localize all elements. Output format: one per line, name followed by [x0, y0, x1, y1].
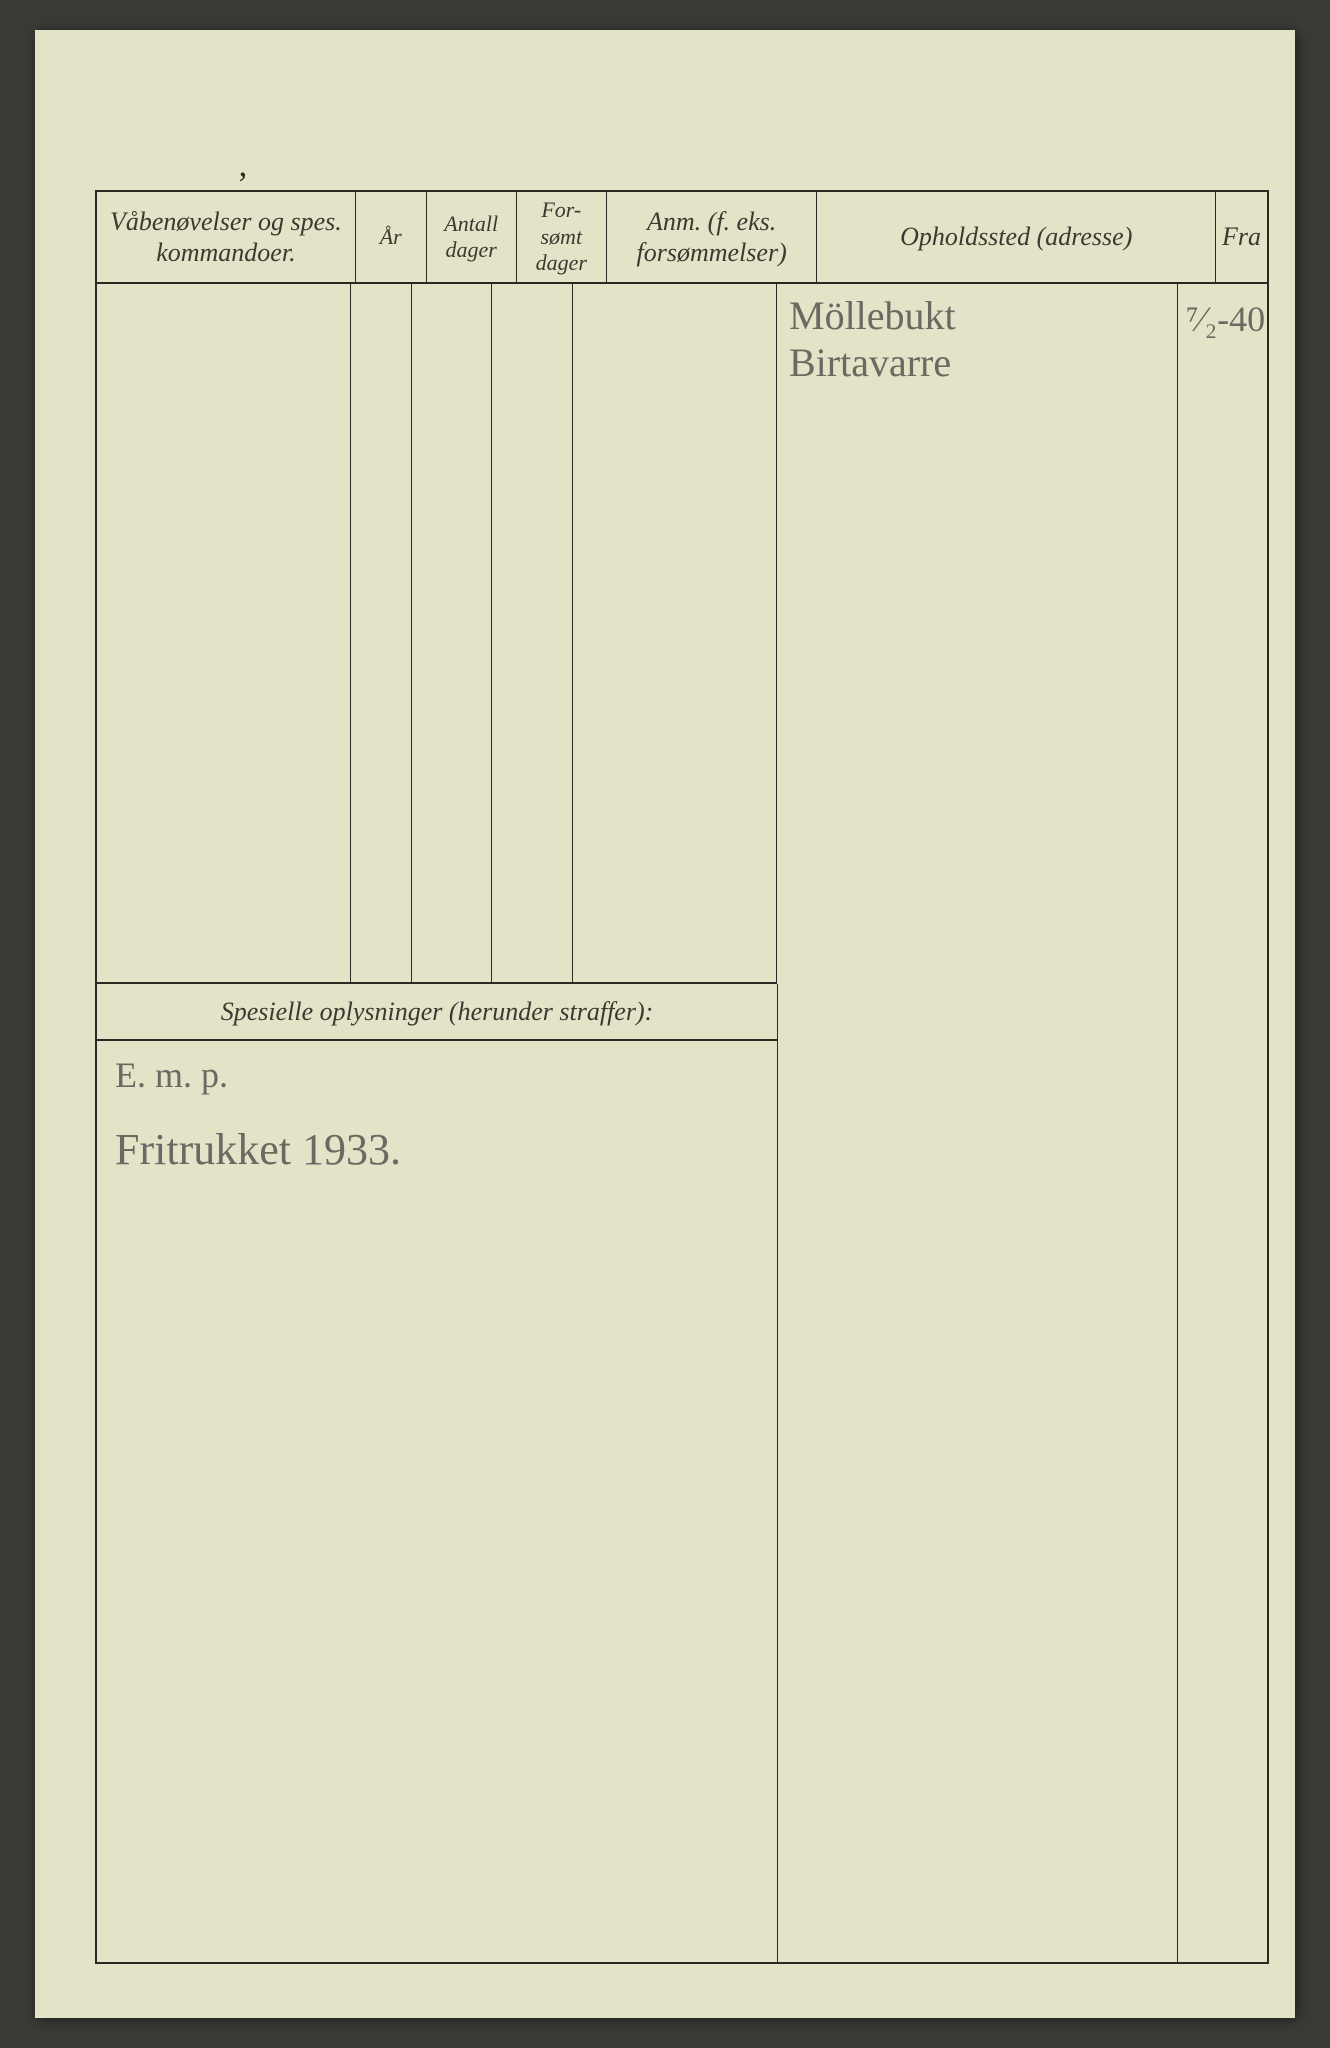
header-antall-dager: Antall dager: [427, 192, 517, 282]
handwritten-address-line1: Möllebukt: [789, 292, 956, 339]
document-page: ʼ Våbenøvelser og spes. kommandoer. År A…: [35, 30, 1295, 2018]
col-forsomt-body: [492, 284, 572, 982]
col-anm-body: [573, 284, 778, 982]
handwritten-address-line2: Birtavarre: [789, 339, 951, 386]
spesielle-label: Spesielle oplysninger (herunder straffer…: [221, 997, 654, 1027]
header-anm: Anm. (f. eks. forsømmelser): [607, 192, 818, 282]
col-vaben-body: [97, 284, 351, 982]
lower-left-area: [97, 1039, 778, 1964]
col-fra-body: ⁷⁄₂-40: [1178, 284, 1267, 1964]
header-aar: År: [356, 192, 427, 282]
col-aar-body: [351, 284, 412, 982]
form-body: Spesielle oplysninger (herunder straffer…: [97, 284, 1267, 1964]
handwritten-note-line2: Fritrukket 1933.: [115, 1124, 401, 1175]
header-fra: Fra: [1216, 192, 1267, 282]
table-header-row: Våbenøvelser og spes. kommandoer. År Ant…: [97, 192, 1267, 284]
header-vaben: Våbenøvelser og spes. kommandoer.: [97, 192, 356, 282]
spesielle-heading: Spesielle oplysninger (herunder straffer…: [97, 984, 778, 1041]
stray-mark: ʼ: [237, 166, 248, 204]
col-address-body: Möllebukt Birtavarre: [777, 284, 1178, 1964]
header-opholdssted: Opholdssted (adresse): [817, 192, 1216, 282]
handwritten-fra-value: ⁷⁄₂-40: [1186, 298, 1265, 340]
handwritten-note-line1: E. m. p.: [115, 1054, 228, 1096]
form-frame: ʼ Våbenøvelser og spes. kommandoer. År A…: [95, 190, 1269, 1964]
header-forsomt-dager: For-sømt dager: [517, 192, 607, 282]
col-antall-body: [412, 284, 492, 982]
right-columns: Möllebukt Birtavarre ⁷⁄₂-40: [777, 284, 1267, 1964]
